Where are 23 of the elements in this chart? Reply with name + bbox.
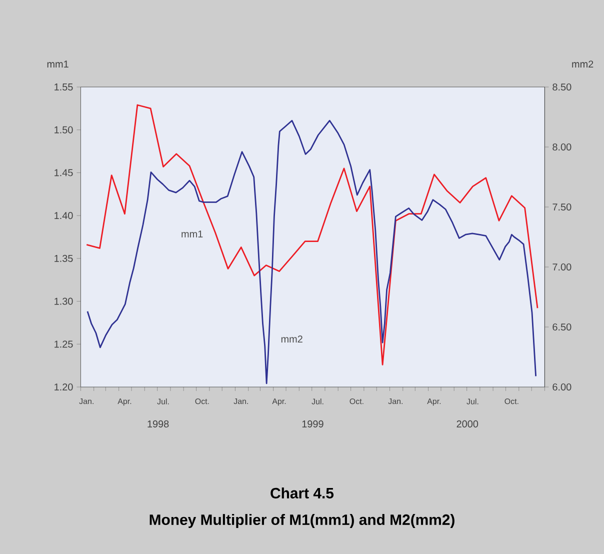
text: 2000 xyxy=(456,420,478,428)
y2-tick-label: 6.50 xyxy=(552,323,572,331)
y-tick-label: 1.25 xyxy=(54,340,73,348)
y2-tick-label: 7.50 xyxy=(552,203,572,211)
text: Money Multiplier of M1(mm1) and M2(mm2) xyxy=(150,514,454,528)
text: Chart 4.5 xyxy=(270,488,334,498)
series-label: mm1 xyxy=(182,230,203,238)
text: 1999 xyxy=(302,420,324,428)
text: 1998 xyxy=(148,420,169,428)
y-tick-label: 1.35 xyxy=(54,254,73,262)
y-tick-label: 1.40 xyxy=(54,212,73,220)
y2-tick-label: 6.00 xyxy=(552,383,572,391)
y2-axis-title: mm2 xyxy=(572,60,594,68)
y-tick-label: 1.30 xyxy=(54,298,73,305)
y2-tick-label: 7.00 xyxy=(552,263,572,271)
y-tick-label: 1.50 xyxy=(54,126,73,134)
y-tick-label: 1.55 xyxy=(54,84,73,90)
y-tick-label: 1.20 xyxy=(54,383,73,391)
y2-tick-label: 8.00 xyxy=(552,143,572,151)
y2-tick-label: 8.50 xyxy=(552,83,572,91)
y-tick-label: 1.45 xyxy=(54,169,73,176)
series-label: mm2 xyxy=(281,336,302,342)
y-axis-title: mm1 xyxy=(47,60,68,68)
